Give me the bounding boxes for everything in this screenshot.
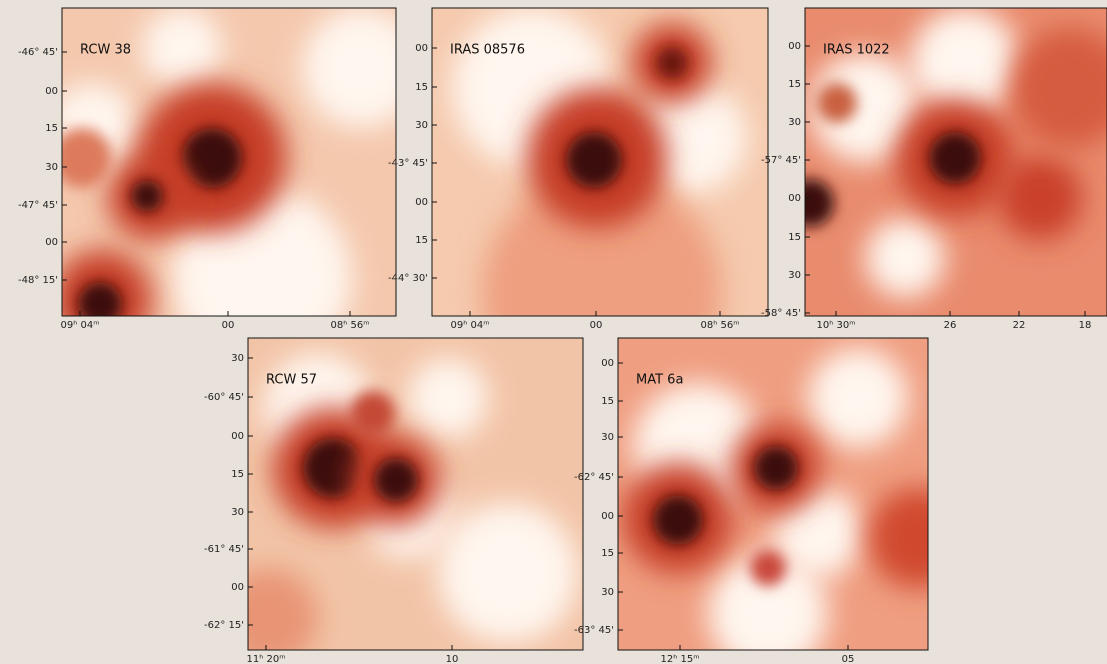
y-tick-label: -61° 45' [204,544,244,555]
x-tick-label: 09ʰ 04ᵐ [61,320,100,331]
x-tick-label: 10ʰ 30ᵐ [817,320,856,331]
y-tick-label: 15 [788,79,801,90]
y-tick-label: 00 [231,431,244,442]
y-tick-label: 15 [231,469,244,480]
y-tick-label: 00 [231,582,244,593]
x-tick-label: 09ʰ 04ᵐ [451,320,490,331]
panel-label: IRAS 1022 [823,43,890,58]
y-tick-label: -60° 45' [204,392,244,403]
y-tick-label: 00 [415,197,428,208]
y-tick-label: -62° 45' [574,472,614,483]
panel-label: MAT 6a [636,373,683,388]
y-tick-label: -57° 45' [761,155,801,166]
y-tick-label: -43° 45' [388,158,428,169]
y-tick-label: 00 [45,86,58,97]
y-tick-label: -63° 45' [574,625,614,636]
y-tick-label: -46° 45' [18,47,58,58]
y-tick-label: -58° 45' [761,308,801,319]
x-tick-label: 18 [1079,320,1092,331]
y-tick-label: -48° 15' [18,275,58,286]
x-tick-label: 11ʰ 20ᵐ [247,654,286,664]
x-tick-label: 08ʰ 56ᵐ [701,320,740,331]
image-panel: RCW 38 -46° 45' 00 15 30 -47° 45' 00 -48° 15' 09… [18,8,422,368]
panel-label: IRAS 08576 [450,43,525,58]
y-tick-label: 15 [601,396,614,407]
x-tick-label: 00 [222,320,235,331]
y-tick-label: -62° 15' [204,620,244,631]
page: RCW 38 -46° 45' 00 15 30 -47° 45' 00 -48° 15' 09… [0,0,1107,664]
y-tick-label: 15 [415,82,428,93]
y-tick-label: 00 [601,358,614,369]
y-tick-label: 00 [415,43,428,54]
y-tick-label: 30 [415,120,428,131]
y-tick-label: -47° 45' [18,200,58,211]
x-tick-label: 26 [944,320,957,331]
y-tick-label: 30 [231,353,244,364]
y-tick-label: -44° 30' [388,273,428,284]
x-tick-label: 05 [842,654,855,664]
panel-label: RCW 38 [80,43,131,58]
x-tick-label: 00 [590,320,603,331]
heatmap [47,8,422,368]
y-tick-label: 30 [601,432,614,443]
y-tick-label: 30 [45,162,58,173]
image-panel: MAT 6a 00 15 30 -62° 45' 00 15 30 -63° 45' 12ʰ 15… [574,338,968,664]
x-tick-label: 10 [446,654,459,664]
y-tick-label: 30 [788,270,801,281]
x-tick-label: 12ʰ 15ᵐ [661,654,700,664]
y-tick-label: 00 [601,511,614,522]
y-tick-label: 15 [788,232,801,243]
x-tick-label: 22 [1013,320,1026,331]
image-panel: IRAS 1022 00 15 30 -57° 45' 00 15 30 -58° 45' 10ʰ… [761,8,1107,331]
y-tick-label: 30 [231,507,244,518]
y-tick-label: 15 [601,548,614,559]
y-tick-label: 00 [45,237,58,248]
y-tick-label: 00 [788,193,801,204]
y-tick-label: 30 [601,587,614,598]
panel-label: RCW 57 [266,373,317,388]
y-tick-label: 15 [45,123,58,134]
x-tick-label: 08ʰ 56ᵐ [331,320,370,331]
y-tick-label: 30 [788,117,801,128]
y-tick-label: 15 [415,235,428,246]
y-tick-label: 00 [788,41,801,52]
image-panel: RCW 57 30 -60° 45' 00 15 30 -61° 45' 00 -62° 15'… [204,338,583,664]
